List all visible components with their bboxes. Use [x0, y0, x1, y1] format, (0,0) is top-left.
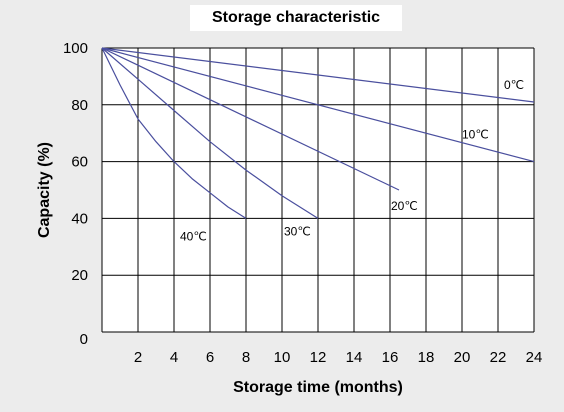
- y-tick-label: 60: [71, 154, 88, 171]
- x-tick-label: 4: [170, 349, 178, 366]
- x-tick-label: 2: [134, 349, 142, 366]
- x-tick-label: 8: [242, 349, 250, 366]
- y-tick-label: 20: [71, 267, 88, 284]
- series-lines: [101, 47, 535, 219]
- x-tick-label: 14: [346, 349, 363, 366]
- series-label-4: 40℃: [180, 229, 207, 243]
- chart-title: Storage characteristic: [211, 9, 381, 26]
- y-tick-label: 0: [80, 331, 88, 348]
- title-box: Storage characteristic: [190, 5, 402, 31]
- x-tick-label: 20: [454, 349, 471, 366]
- y-tick-label: 40: [71, 210, 88, 227]
- x-tick-label: 12: [310, 349, 327, 366]
- y-tick-label: 100: [63, 40, 88, 57]
- grid-lines: [101, 47, 535, 333]
- x-axis-label: Storage time (months): [233, 379, 403, 396]
- series-labels: 0℃ 10℃ 20℃ 30℃ 40℃: [180, 78, 524, 243]
- series-line-0: [101, 47, 535, 103]
- series-line-2: [101, 47, 400, 191]
- series-line-3: [101, 47, 319, 219]
- y-axis-label: Capacity (%): [36, 142, 53, 238]
- x-tick-label: 6: [206, 349, 214, 366]
- series-label-3: 30℃: [284, 224, 311, 238]
- series-label-2: 20℃: [391, 199, 418, 213]
- y-tick-label: 80: [71, 97, 88, 114]
- x-tick-label: 24: [526, 349, 543, 366]
- series-line-4: [101, 47, 247, 219]
- series-line-1: [101, 47, 535, 163]
- x-tick-label: 18: [418, 349, 435, 366]
- x-tick-label: 22: [490, 349, 507, 366]
- x-tick-label: 10: [274, 349, 291, 366]
- series-label-0: 0℃: [504, 78, 524, 92]
- series-label-1: 10℃: [462, 128, 489, 142]
- x-tick-label: 16: [382, 349, 399, 366]
